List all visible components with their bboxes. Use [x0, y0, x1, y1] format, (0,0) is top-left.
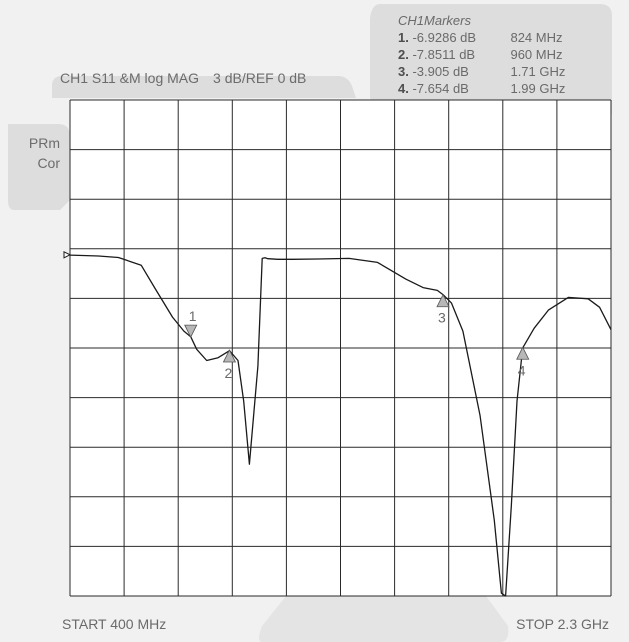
markers-panel-background: [370, 4, 612, 122]
calibration-side-panel: PRm Cor: [18, 133, 60, 173]
start-frequency-label: START 400 MHz: [62, 616, 167, 632]
marker-readout-row: 3. -3.905 dB 1.71 GHz: [398, 63, 565, 80]
header-tab-panel: [52, 76, 356, 98]
marker-triangle: [222, 349, 237, 363]
scale-label: 3 dB/REF 0 dB: [213, 70, 307, 86]
stop-frequency-label: STOP 2.3 GHz: [516, 616, 609, 632]
marker-readout-db: -3.905 dB: [412, 64, 469, 79]
marker-readout-db: -7.8511 dB: [412, 47, 476, 62]
footer-tab-panel: [259, 596, 509, 642]
marker-readout-freq: 960 MHz: [510, 47, 563, 62]
reference-level-arrow: [63, 250, 72, 259]
marker-triangle: [516, 346, 530, 360]
marker-readout-freq: 824 MHz: [510, 30, 563, 45]
channel-header: CH1 S11 &M log MAG 3 dB/REF 0 dB: [60, 70, 306, 86]
marker-readout-row: 4. -7.654 dB 1.99 GHz: [398, 80, 565, 97]
marker-label: 2: [224, 365, 232, 381]
marker-readout-row: 1. -6.9286 dB 824 MHz: [398, 29, 565, 46]
marker-readout-freq: 1.99 GHz: [510, 81, 566, 96]
marker-readout-row: 2. -7.8511 dB 960 MHz: [398, 46, 565, 63]
trace-layer: [63, 250, 612, 597]
marker-triangle: [436, 293, 450, 308]
marker-triangle: [184, 324, 198, 338]
marker-label: 1: [189, 308, 197, 324]
marker-label: 3: [438, 310, 446, 326]
marker-readout-number: 2.: [398, 47, 409, 62]
side-panel-line-2: Cor: [37, 155, 60, 171]
side-panel-background: [8, 124, 70, 210]
marker-readout-number: 1.: [398, 30, 409, 45]
plot-grid: [69, 99, 612, 597]
marker-readout-number: 3.: [398, 64, 409, 79]
marker-readout-db: -7.654 dB: [412, 81, 469, 96]
markers-layer: 1 2 3 4: [184, 293, 530, 381]
trace-s11: [69, 254, 612, 597]
marker-readout-freq: 1.71 GHz: [510, 64, 566, 79]
marker-readout-db: -6.9286 dB: [412, 30, 477, 45]
channel-label: CH1 S11 &M log MAG: [60, 70, 200, 86]
markers-panel-title: CH1Markers: [398, 13, 471, 28]
marker-label: 4: [518, 362, 526, 378]
marker-readout-number: 4.: [398, 81, 409, 96]
markers-panel: CH1Markers 1. -6.9286 dB 824 MHz 2. -7.85…: [398, 12, 565, 97]
side-panel-line-1: PRm: [28, 135, 60, 151]
